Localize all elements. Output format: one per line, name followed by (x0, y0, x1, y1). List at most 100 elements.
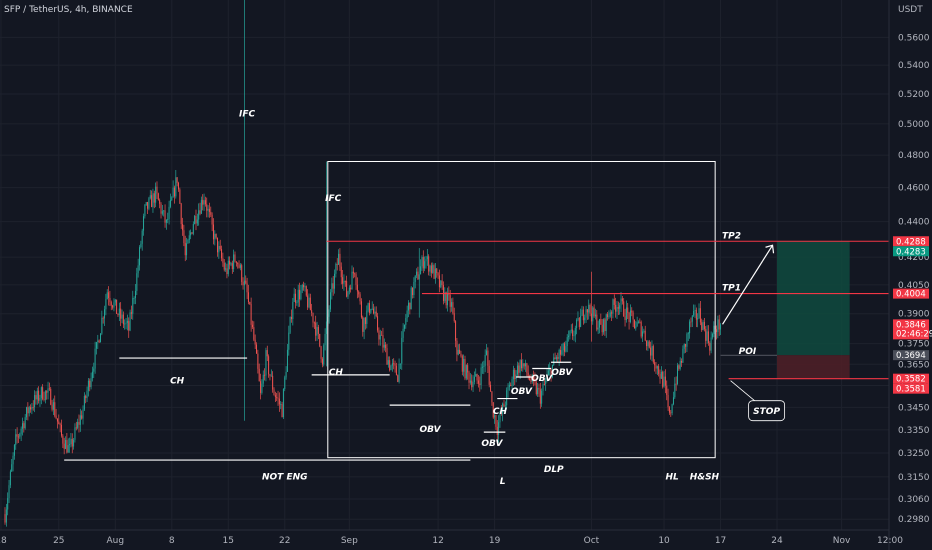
candle-body (644, 330, 646, 341)
price-tag (893, 350, 929, 361)
price-tick-label: 0.3900 (898, 310, 930, 320)
candle-body (438, 275, 440, 288)
candle-body (679, 360, 681, 369)
candle-body (550, 368, 552, 378)
candle-body (168, 206, 170, 219)
candle-body (412, 287, 414, 296)
candle-body (491, 391, 493, 403)
candle-body (264, 374, 266, 376)
candle-body (620, 298, 622, 306)
price-tag (893, 319, 929, 340)
candle-body (262, 374, 264, 384)
chart-title: SFP / TetherUS, 4h, BINANCE (4, 5, 133, 15)
candle-body (559, 350, 561, 355)
candle-body (444, 292, 446, 301)
candle-body (527, 372, 529, 377)
candle-body (212, 224, 214, 240)
time-tick-label: 17 (715, 536, 726, 546)
candle-body (408, 302, 409, 311)
candle-body (121, 314, 123, 319)
candle-body (312, 313, 314, 323)
candle-body (281, 404, 283, 418)
candle-body (31, 407, 33, 410)
candle-body (39, 397, 41, 401)
price-tick-label: 0.2980 (898, 515, 930, 525)
candle-body (148, 198, 150, 209)
candle-body (691, 315, 693, 322)
candle-body (246, 283, 248, 293)
candle-body (542, 383, 544, 391)
candle-body (157, 193, 159, 201)
candle-body (417, 271, 419, 280)
candle-body (17, 436, 19, 438)
candle-body (658, 366, 660, 374)
candle-body (608, 316, 610, 318)
candle-body (118, 308, 120, 316)
candle-body (379, 334, 381, 340)
candle-body (386, 348, 388, 365)
candle-body (603, 319, 605, 333)
price-axis-panel[interactable] (889, 0, 932, 550)
candle-body (463, 358, 465, 372)
candle-body (569, 331, 571, 336)
candle-body (159, 200, 161, 204)
candle-body (503, 403, 505, 407)
candle-body (586, 309, 588, 313)
candle-body (99, 333, 101, 343)
candle-body (655, 365, 657, 369)
candle-body (418, 274, 420, 280)
candle-body (701, 322, 703, 331)
candle-body (233, 254, 235, 270)
candle-body (67, 445, 69, 453)
candle-body (562, 343, 564, 351)
annotation-label: CH (170, 376, 185, 386)
candle-body (508, 384, 510, 387)
candle-body (93, 368, 95, 372)
candle-body (284, 377, 286, 390)
candle-body (180, 203, 182, 225)
candle-body (8, 485, 10, 499)
candle-body (129, 312, 131, 331)
candle-body (526, 363, 528, 373)
candle-body (693, 310, 695, 316)
candle-body (43, 399, 45, 400)
candle-body (89, 380, 91, 388)
candle-body (420, 266, 422, 275)
candle-body (101, 317, 103, 334)
candle-body (48, 388, 50, 390)
candle-body (274, 395, 276, 398)
candle-body (296, 302, 298, 304)
candle-body (652, 346, 654, 363)
candle-body (292, 301, 294, 320)
candle-body (434, 268, 436, 279)
candle-body (332, 283, 334, 289)
candle-body (309, 297, 311, 311)
candle-body (237, 262, 239, 264)
candle-body (172, 187, 174, 198)
candle-body (235, 261, 237, 263)
candle-body (426, 256, 428, 260)
candle-body (703, 321, 705, 330)
candle-body (601, 324, 603, 333)
candle-body (511, 379, 513, 386)
annotation-label: L (500, 477, 506, 487)
candle-body (106, 292, 108, 300)
candle-body (518, 365, 520, 373)
candle-body (687, 333, 689, 335)
annotation-label: IFC (239, 109, 255, 119)
candle-body (611, 312, 613, 314)
candle-body (683, 343, 685, 349)
candle-body (600, 319, 602, 325)
price-tag-label: 0.3846 (896, 320, 926, 330)
candle-body (117, 313, 119, 316)
candle-body (686, 334, 688, 347)
price-tick-label: 0.5200 (898, 90, 930, 100)
candle-body (373, 308, 375, 314)
candle-body (504, 405, 506, 407)
candle-body (140, 243, 142, 248)
candle-body (674, 383, 676, 398)
price-tick-label: 0.4050 (898, 281, 930, 291)
candle-body (481, 366, 483, 368)
annotation-label: CH (493, 407, 508, 417)
